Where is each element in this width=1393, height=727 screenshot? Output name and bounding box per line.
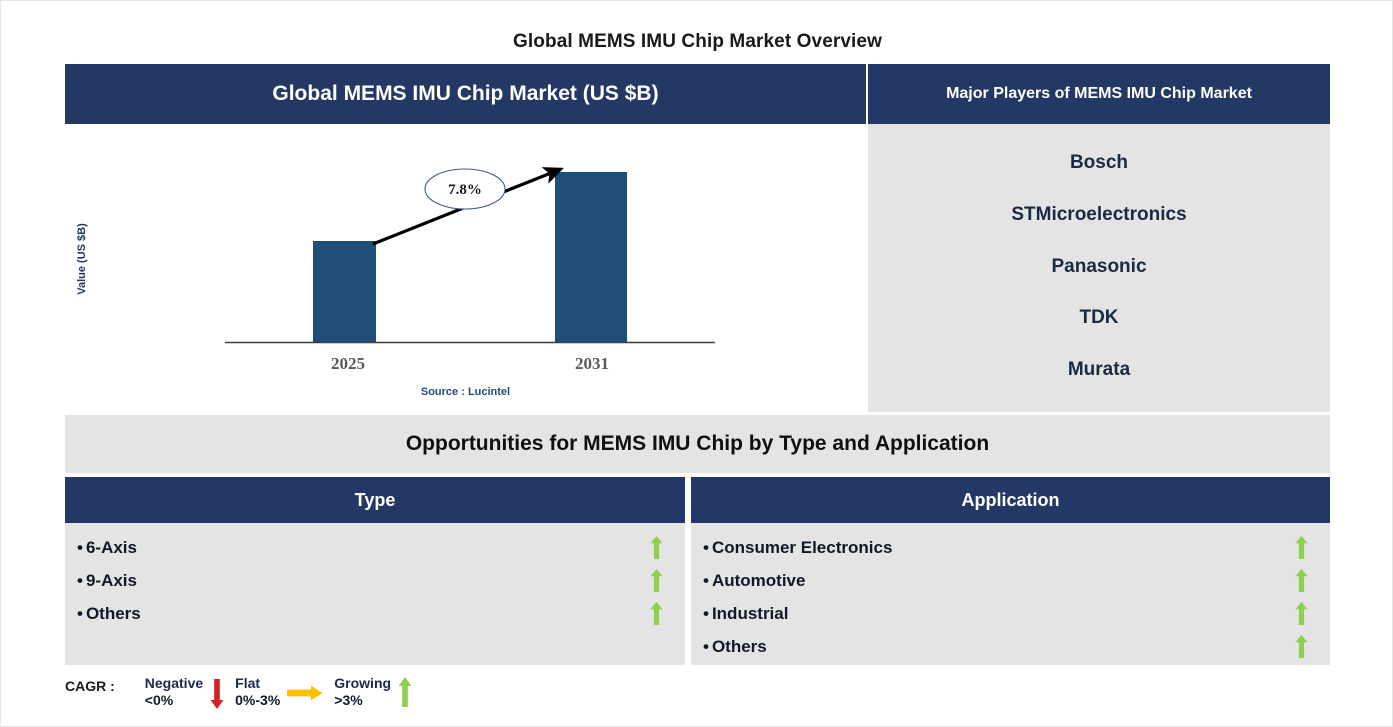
arrow-up-icon — [1295, 569, 1308, 592]
legend-flat-range: 0%-3% — [235, 691, 281, 708]
chart-panel-body: Value (US $B) 7.8% 2025 2031 Source : Lu… — [65, 124, 866, 412]
list-item: • Industrial — [691, 597, 1330, 630]
x-tick-label-2025: 2025 — [331, 354, 365, 373]
legend-item-growing: Growing >3% — [334, 675, 419, 711]
type-item-text-0: 6-Axis — [85, 537, 137, 557]
opportunities-band: Opportunities for MEMS IMU Chip by Type … — [65, 415, 1330, 473]
bullet-icon: • — [77, 537, 83, 557]
list-item: • 9-Axis — [65, 564, 685, 597]
type-item-label-2: • Others — [77, 604, 141, 624]
bar-chart: Value (US $B) 7.8% 2025 2031 — [76, 167, 715, 373]
bullet-icon: • — [77, 603, 83, 623]
players-panel-header: Major Players of MEMS IMU Chip Market — [868, 64, 1330, 124]
application-column-header-label: Application — [961, 489, 1060, 510]
x-tick-label-2031: 2031 — [575, 354, 609, 373]
application-item-text-2: Industrial — [711, 603, 789, 623]
bar-2031 — [555, 172, 627, 342]
legend-growing-text: Growing >3% — [334, 675, 391, 708]
type-column-header: Type — [65, 477, 685, 523]
legend-negative-text: Negative <0% — [145, 675, 203, 708]
type-column-header-label: Type — [354, 489, 396, 510]
arrow-down-icon — [210, 675, 224, 711]
application-item-label-0: • Consumer Electronics — [703, 538, 892, 558]
y-axis-title: Value (US $B) — [76, 223, 88, 295]
bullet-icon: • — [703, 537, 709, 557]
type-column-body: • 6-Axis • 9-Axis • Others — [65, 523, 685, 665]
cagr-legend: CAGR : Negative <0% Flat 0%-3% Growing >… — [65, 675, 423, 719]
player-item: STMicroelectronics — [1011, 203, 1187, 225]
list-item: • 6-Axis — [65, 531, 685, 564]
legend-item-negative: Negative <0% — [145, 675, 231, 711]
legend-flat-name: Flat — [235, 675, 261, 691]
chart-panel-header: Global MEMS IMU Chip Market (US $B) — [65, 64, 866, 124]
application-item-label-2: • Industrial — [703, 604, 788, 624]
application-item-text-1: Automotive — [711, 570, 806, 590]
type-item-label-0: • 6-Axis — [77, 538, 137, 558]
list-item: • Others — [691, 630, 1330, 663]
list-item: • Others — [65, 597, 685, 630]
arrow-up-icon — [1295, 536, 1308, 559]
legend-item-flat: Flat 0%-3% — [235, 675, 330, 711]
arrow-up-icon — [398, 675, 412, 711]
legend-growing-range: >3% — [334, 691, 363, 708]
list-item: • Automotive — [691, 564, 1330, 597]
bullet-icon: • — [703, 636, 709, 656]
chart-panel-header-label: Global MEMS IMU Chip Market (US $B) — [272, 82, 659, 105]
player-item: TDK — [1079, 307, 1119, 329]
application-item-text-0: Consumer Electronics — [711, 537, 893, 557]
cagr-legend-title: CAGR : — [65, 678, 115, 694]
application-column-header: Application — [691, 477, 1330, 523]
bullet-icon: • — [703, 603, 709, 623]
opportunities-band-title: Opportunities for MEMS IMU Chip by Type … — [405, 432, 990, 455]
arrow-up-icon — [1295, 635, 1308, 658]
legend-negative-name: Negative — [144, 675, 204, 691]
player-item: Panasonic — [1051, 255, 1147, 277]
type-item-label-1: • 9-Axis — [77, 571, 137, 591]
cagr-callout-label: 7.8% — [448, 182, 482, 198]
arrow-up-icon — [650, 602, 663, 625]
application-item-label-3: • Others — [703, 637, 767, 657]
chart-source-note: Source : Lucintel — [420, 386, 511, 398]
legend-growing-name: Growing — [334, 675, 392, 691]
player-item: Bosch — [1069, 152, 1129, 174]
player-item: Murata — [1067, 358, 1131, 380]
players-panel-body: Bosch STMicroelectronics Panasonic TDK M… — [868, 124, 1330, 412]
bullet-icon: • — [77, 570, 83, 590]
type-item-text-1: 9-Axis — [85, 570, 137, 590]
arrow-up-icon — [1295, 602, 1308, 625]
players-panel-header-label: Major Players of MEMS IMU Chip Market — [946, 85, 1252, 102]
type-item-text-2: Others — [85, 603, 141, 623]
page-title: Global MEMS IMU Chip Market Overview — [513, 31, 882, 52]
arrow-right-icon — [287, 675, 323, 711]
application-item-text-3: Others — [711, 636, 767, 656]
bullet-icon: • — [703, 570, 709, 590]
bar-2025 — [313, 241, 376, 342]
arrow-up-icon — [650, 536, 663, 559]
legend-negative-range: <0% — [144, 691, 174, 708]
arrow-up-icon — [650, 569, 663, 592]
legend-flat-text: Flat 0%-3% — [235, 675, 280, 708]
cagr-callout-ellipse — [424, 168, 506, 210]
list-item: • Consumer Electronics — [691, 531, 1330, 564]
application-item-label-1: • Automotive — [703, 571, 805, 591]
application-column-body: • Consumer Electronics • Automotive • Indus… — [691, 523, 1330, 665]
